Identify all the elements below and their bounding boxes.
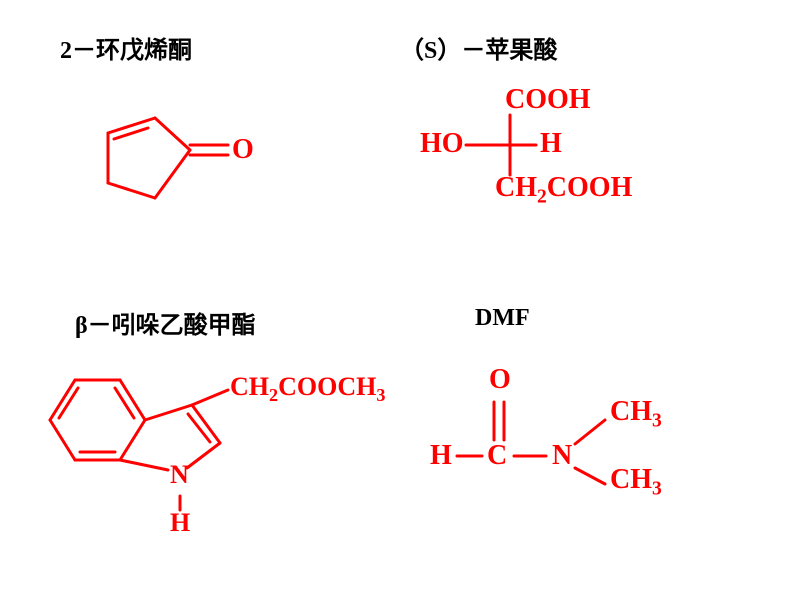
label-indole-N: N <box>170 460 189 490</box>
title-malic: （S）－苹果酸 <box>400 30 557 65</box>
label-malic-ch2cooh: CH2COOH <box>495 172 632 209</box>
structure-cyclopentenone <box>60 100 230 240</box>
label-cyclopentenone-O: O <box>232 134 254 166</box>
chemistry-slide: 2－环戊烯酮 O （S）－苹果酸 COOH HO H CH2COOH β－吲哚乙… <box>0 0 800 600</box>
label-dmf-ch3a: CH3 <box>610 396 662 433</box>
label-dmf-N: N <box>552 440 572 472</box>
title-cyclopentenone: 2－环戊烯酮 <box>60 30 192 65</box>
label-dmf-ch3b: CH3 <box>610 464 662 501</box>
label-indole-sub: CH2COOCH3 <box>230 372 385 406</box>
label-malic-ho: HO <box>420 128 464 160</box>
label-malic-h: H <box>540 128 562 160</box>
label-dmf-C: C <box>487 440 507 472</box>
title-indole: β－吲哚乙酸甲酯 <box>75 305 256 340</box>
label-indole-H: H <box>170 508 190 538</box>
label-dmf-O: O <box>489 364 511 396</box>
title-dmf: DMF <box>475 305 530 332</box>
label-dmf-H: H <box>430 440 452 472</box>
label-malic-cooh: COOH <box>505 84 591 116</box>
